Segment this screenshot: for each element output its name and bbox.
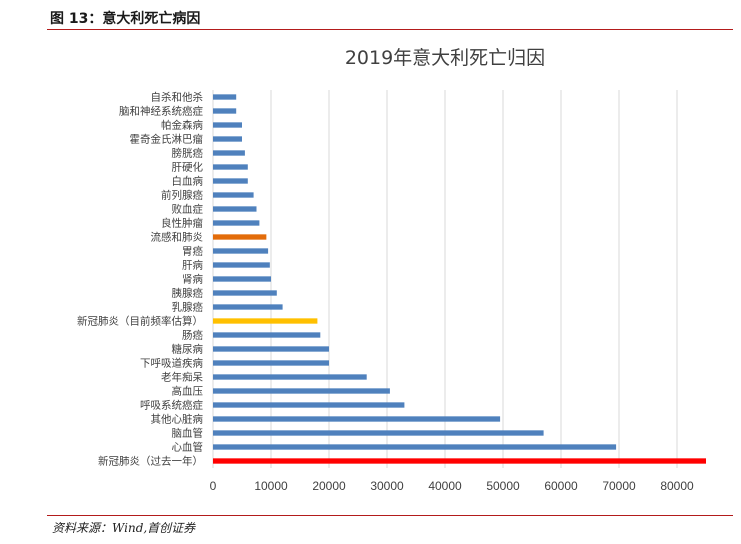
x-tick-labels: 0 10000 20000 30000 40000 50000 60000 70000 8000… [210, 479, 694, 493]
bar [213, 164, 248, 170]
category-label: 老年痴呆 [161, 371, 203, 384]
category-label: 流感和肺炎 [151, 231, 204, 244]
bar [213, 220, 260, 226]
category-label: 脑血管 [172, 427, 204, 440]
bar [213, 178, 248, 184]
bar [213, 192, 254, 198]
bar [213, 290, 277, 296]
bar [213, 430, 544, 436]
bars [213, 94, 706, 464]
x-tick-label: 30000 [370, 479, 404, 493]
category-label: 胃癌 [182, 245, 203, 258]
category-label: 高血压 [172, 385, 204, 398]
bar [213, 416, 501, 422]
category-label: 新冠肺炎（过去一年） [98, 455, 203, 468]
bar [213, 332, 321, 338]
x-tick-label: 80000 [660, 479, 694, 493]
bar [213, 360, 329, 366]
category-label: 前列腺癌 [161, 189, 203, 202]
category-label: 霍奇金氏淋巴瘤 [130, 133, 204, 146]
category-label: 脑和神经系统癌症 [119, 105, 203, 118]
category-label: 呼吸系统癌症 [140, 399, 203, 412]
bar [213, 444, 617, 450]
category-labels: 自杀和他杀脑和神经系统癌症帕金森病霍奇金氏淋巴瘤膀胱癌肝硬化白血病前列腺癌败血症… [77, 91, 203, 468]
category-label: 败血症 [172, 203, 204, 216]
bar [213, 262, 270, 268]
x-tick-label: 60000 [544, 479, 578, 493]
category-label: 良性肿瘤 [161, 217, 203, 230]
bar [213, 150, 245, 156]
category-label: 乳腺癌 [172, 301, 204, 314]
chart-title: 2019年意大利死亡归因 [345, 47, 545, 69]
category-label: 自杀和他杀 [151, 91, 204, 104]
bar [213, 346, 329, 352]
category-label: 肝病 [182, 259, 203, 272]
source-note: 资料来源：Wind,首创证券 [52, 521, 196, 535]
category-label: 膀胱癌 [172, 147, 204, 160]
bar [213, 108, 237, 114]
category-label: 肾病 [182, 273, 203, 286]
category-label: 新冠肺炎（目前频率估算） [77, 315, 203, 328]
x-tick-label: 50000 [486, 479, 520, 493]
x-tick-label: 40000 [428, 479, 462, 493]
bar [213, 374, 367, 380]
bar [213, 304, 283, 310]
category-label: 白血病 [172, 175, 204, 188]
bar [213, 276, 271, 282]
x-tick-label: 20000 [312, 479, 346, 493]
bar-chart: 2019年意大利死亡归因 自杀和他杀脑和神经系统癌症帕金森病霍奇金氏淋巴瘤膀胱癌… [77, 47, 706, 493]
top-rule [47, 29, 733, 30]
category-label: 肠癌 [182, 329, 203, 342]
bar [213, 234, 267, 240]
bar [213, 94, 237, 100]
figure-caption: 图 13：意大利死亡病因 [50, 11, 201, 27]
category-label: 糖尿病 [172, 343, 204, 356]
bar [213, 136, 242, 142]
bar [213, 402, 405, 408]
bar [213, 318, 318, 324]
x-tick-label: 10000 [254, 479, 288, 493]
bottom-rule [47, 515, 733, 516]
category-label: 帕金森病 [161, 119, 203, 132]
category-label: 下呼吸道疾病 [140, 357, 203, 370]
bar [213, 122, 242, 128]
bar [213, 248, 269, 254]
bar [213, 458, 706, 464]
bar [213, 206, 257, 212]
category-label: 肝硬化 [172, 161, 204, 174]
gridlines [212, 90, 678, 468]
category-label: 心血管 [172, 441, 204, 454]
x-tick-label: 0 [210, 479, 217, 493]
category-label: 其他心脏病 [151, 413, 204, 426]
category-label: 胰腺癌 [172, 287, 204, 300]
x-tick-label: 70000 [602, 479, 636, 493]
bar [213, 388, 390, 394]
